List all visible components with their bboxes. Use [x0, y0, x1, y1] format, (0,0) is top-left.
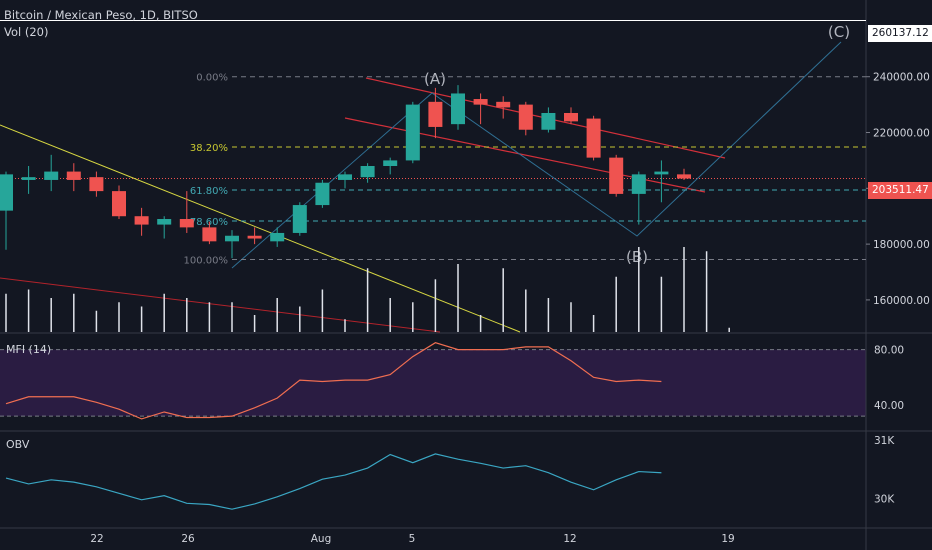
- wave-label: (A): [424, 70, 446, 88]
- red-trendline-lower: [0, 277, 441, 333]
- candle-body: [586, 118, 601, 158]
- obv-tick-label: 31K: [874, 435, 895, 447]
- candle-body: [44, 171, 59, 180]
- candle-body: [564, 112, 578, 122]
- mfi-tick-label: 80.00: [874, 345, 904, 357]
- mfi-indicator-label[interactable]: MFI (14): [6, 343, 52, 356]
- time-axis-label: 12: [563, 533, 576, 545]
- candle-body: [405, 104, 420, 161]
- candle-body: [360, 166, 375, 178]
- target-price-tag: 260137.12: [868, 25, 932, 42]
- candle-body: [0, 174, 13, 211]
- candle-body: [157, 219, 172, 225]
- candle-body: [541, 112, 556, 130]
- candle-body: [66, 171, 81, 180]
- last-price-tag: 203511.47: [868, 182, 932, 199]
- candle-body: [134, 216, 149, 225]
- fib-level-label: 100.00%: [184, 255, 229, 266]
- candle-body: [383, 160, 398, 166]
- candle-body: [609, 157, 624, 194]
- obv-tick-label: 30K: [874, 494, 895, 506]
- candle-body: [270, 232, 285, 242]
- candle-body: [473, 99, 488, 105]
- time-axis-label: Aug: [311, 533, 332, 545]
- candle-body: [654, 171, 669, 175]
- candle-body: [225, 235, 239, 242]
- candle-body: [179, 219, 194, 228]
- candle-body: [338, 174, 352, 180]
- symbol-title: Bitcoin / Mexican Peso, 1D, BITSO: [4, 8, 198, 22]
- time-axis-label: 19: [721, 533, 734, 545]
- price-tick-label: 240000.00: [873, 72, 930, 84]
- candle-body: [428, 101, 443, 127]
- candle-body: [677, 174, 691, 179]
- candle-body: [451, 93, 465, 125]
- fib-level-label: 0.00%: [196, 73, 228, 84]
- candle-body: [631, 174, 646, 194]
- obv-series-line: [5, 453, 662, 510]
- wave-label: (B): [626, 248, 648, 266]
- price-tick-label: 220000.00: [873, 128, 930, 140]
- candle-body: [202, 227, 217, 242]
- wave-label: (C): [828, 23, 850, 41]
- fib-level-label: 61.80%: [190, 186, 228, 197]
- time-axis-label: 22: [90, 533, 103, 545]
- mfi-band: [0, 349, 866, 417]
- candle-body: [247, 235, 262, 239]
- yellow-trendline: [0, 124, 521, 333]
- volume-indicator-label[interactable]: Vol (20): [4, 25, 49, 39]
- candle-body: [518, 104, 533, 130]
- candle-body: [21, 177, 36, 180]
- elliott-wave-path: [231, 41, 842, 269]
- price-tick-label: 160000.00: [873, 295, 930, 307]
- candle-body: [496, 101, 511, 108]
- time-axis-label: 5: [409, 533, 416, 545]
- time-axis-label: 26: [181, 533, 195, 545]
- candle-body: [315, 182, 330, 206]
- mfi-tick-label: 40.00: [874, 400, 904, 412]
- candle-body: [112, 191, 126, 217]
- obv-indicator-label[interactable]: OBV: [6, 438, 30, 451]
- price-tick-label: 180000.00: [873, 239, 930, 251]
- candle-body: [292, 205, 307, 233]
- candle-body: [89, 177, 104, 192]
- mfi-series-line: [5, 342, 662, 420]
- fib-level-label: 38.20%: [190, 143, 228, 154]
